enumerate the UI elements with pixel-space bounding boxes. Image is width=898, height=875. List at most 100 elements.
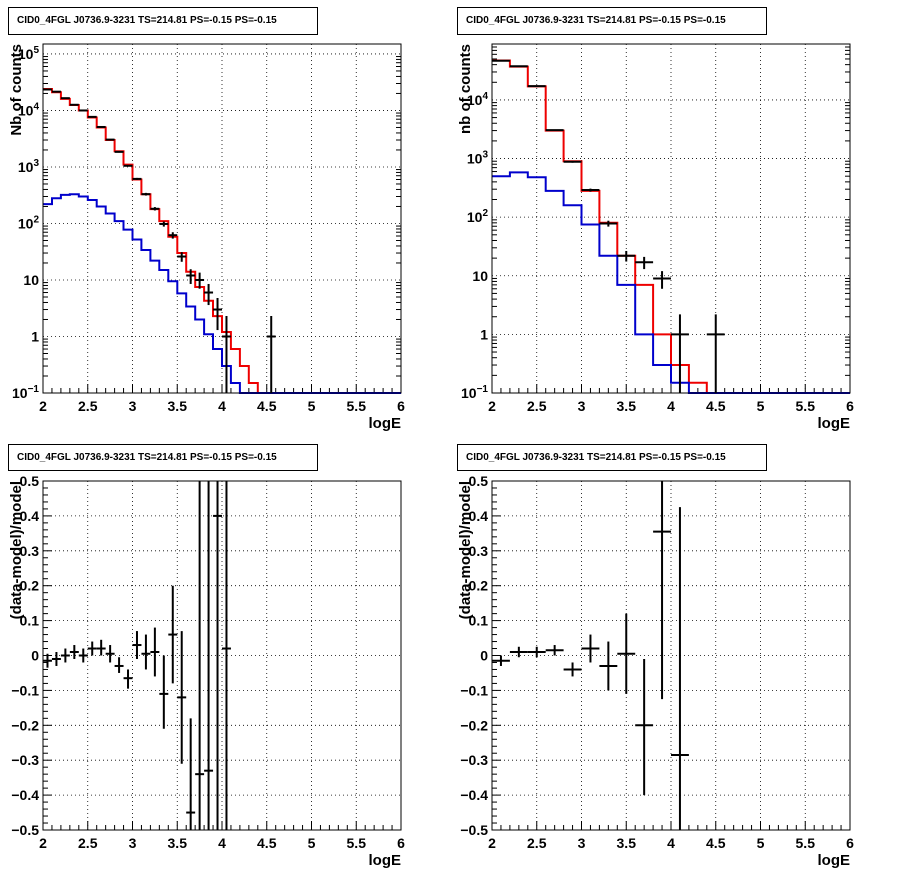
data-point: [87, 641, 97, 656]
panel-tr: 2 2.5 3 3.5 4 4.5 5 5.5 6 10−1 1 10 102 103 104 logE nb …: [457, 43, 854, 432]
panel-tl: 2 2.5 3 3.5 4 4.5 5 5.5 6 10−1 1 10 102 103 104 105 logE…: [8, 43, 405, 432]
data-point: [213, 297, 222, 331]
x-tick-label: 5: [757, 835, 765, 851]
title-box-top-left: CID0_4FGL J0736.9-3231 TS=214.81 PS=-0.1…: [8, 7, 318, 35]
data-point: [159, 655, 169, 729]
x-tick-label: 6: [846, 835, 854, 851]
x-tick-label: 4.5: [257, 398, 277, 414]
data-point: [177, 252, 187, 262]
data-point: [527, 646, 546, 658]
y-tick-label: 10−1: [12, 384, 39, 401]
data-point: [168, 232, 178, 239]
data-point: [141, 192, 151, 196]
data-point: [617, 250, 636, 262]
data-point: [114, 657, 124, 673]
x-tick-label: 5.5: [347, 398, 367, 414]
y-tick-label: 0: [31, 648, 39, 664]
data-point: [204, 283, 214, 306]
x-tick-label: 4.5: [706, 835, 726, 851]
data-point: [186, 269, 196, 284]
y-tick-label: 10: [472, 268, 488, 284]
x-tick-label: 3.5: [168, 835, 188, 851]
data-point: [671, 314, 689, 393]
x-tick-label: 5.5: [347, 835, 367, 851]
data-point: [492, 655, 510, 666]
data-point: [617, 613, 636, 694]
plot-frame: [42, 43, 402, 394]
data-point: [581, 634, 600, 663]
x-tick-label: 3.5: [617, 835, 637, 851]
data-point: [141, 634, 151, 670]
y-tick-label: 0.2: [469, 578, 489, 594]
data-point: [105, 645, 115, 663]
x-tick-label: 6: [846, 398, 854, 414]
data-point: [51, 90, 61, 93]
x-tick-label: 6: [397, 398, 405, 414]
y-axis-label: nb of counts: [457, 44, 474, 134]
x-tick-label: 2: [39, 835, 47, 851]
data-point: [599, 220, 618, 227]
y-axis-label: Nb of counts: [8, 44, 25, 136]
x-tick-label: 2.5: [527, 398, 547, 414]
data-point: [195, 481, 205, 830]
y-tick-label: 0.3: [20, 543, 40, 559]
y-tick-label: 0.1: [20, 613, 40, 629]
data-point: [96, 639, 106, 656]
x-tick-label: 5.5: [796, 398, 816, 414]
data-point: [581, 188, 600, 192]
y-axis-label: (data-model)/model: [8, 481, 25, 619]
x-tick-label: 3: [129, 835, 137, 851]
y-tick-label: 0: [480, 648, 488, 664]
x-axis-label: logE: [369, 415, 402, 432]
x-tick-label: 4.5: [257, 835, 277, 851]
y-tick-label: 0.4: [20, 508, 40, 524]
x-tick-label: 4: [218, 398, 226, 414]
title-box-bottom-right: CID0_4FGL J0736.9-3231 TS=214.81 PS=-0.1…: [457, 444, 767, 471]
data-point: [123, 164, 133, 167]
y-tick-label: −0.5: [11, 822, 39, 838]
data-point: [60, 97, 70, 100]
x-tick-label: 5: [757, 398, 765, 414]
data-point: [563, 160, 582, 163]
y-tick-label: 10: [23, 272, 39, 288]
x-tick-label: 2.5: [78, 835, 98, 851]
data-point: [213, 481, 222, 830]
y-tick-label: −0.2: [11, 717, 39, 733]
plot-frame: [42, 480, 402, 831]
data-point: [545, 129, 564, 132]
x-tick-label: 5: [308, 398, 316, 414]
data-point: [653, 481, 671, 700]
y-tick-label: 104: [18, 101, 40, 118]
panel-bl: 2 2.5 3 3.5 4 4.5 5 5.5 6 −0.5 −0.4 −0.3 −0.2 −0.1 0 0.…: [8, 473, 405, 869]
data-point: [222, 316, 231, 393]
data-point: [114, 150, 124, 153]
y-tick-label: −0.4: [460, 787, 488, 803]
plot-frame: [491, 480, 851, 831]
x-tick-label: 2.5: [527, 835, 547, 851]
data-point: [671, 507, 689, 830]
x-tick-label: 4: [218, 835, 226, 851]
y-tick-label: 102: [467, 208, 489, 225]
data-point: [78, 109, 88, 112]
x-tick-label: 3: [578, 398, 586, 414]
data-point: [87, 115, 97, 118]
data-point: [177, 631, 187, 764]
x-tick-label: 3: [129, 398, 137, 414]
x-axis-label: logE: [818, 415, 851, 432]
y-tick-label: 10−1: [461, 384, 488, 401]
data-point: [706, 314, 725, 393]
plot-frame: [491, 43, 851, 394]
x-tick-label: 4: [667, 835, 675, 851]
data-point: [123, 669, 133, 689]
x-tick-label: 3.5: [617, 398, 637, 414]
y-tick-label: 102: [18, 214, 40, 231]
y-tick-label: −0.3: [460, 752, 488, 768]
y-tick-label: 103: [467, 150, 489, 167]
data-point: [527, 85, 546, 88]
y-tick-label: 1: [31, 328, 39, 344]
y-tick-label: 0.5: [20, 473, 40, 489]
data-point: [69, 645, 79, 659]
y-tick-label: −0.1: [11, 682, 39, 698]
y-tick-label: 0.3: [469, 543, 489, 559]
